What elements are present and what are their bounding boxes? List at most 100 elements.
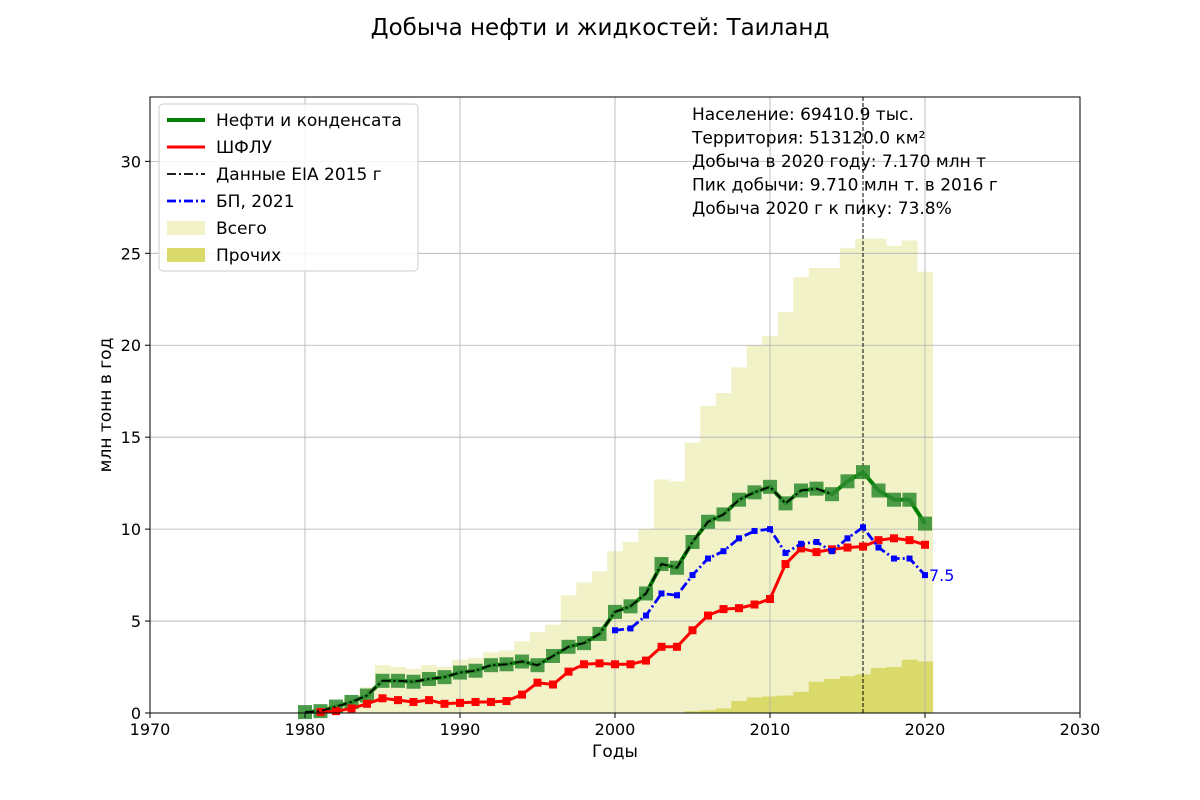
bar-other-2009: [746, 697, 763, 713]
series-point-шфлу-2019: [905, 536, 914, 545]
bar-other-2011: [777, 695, 794, 713]
series-point-шфлу-2013: [812, 548, 821, 557]
bar-other-2013: [808, 681, 825, 713]
series-point-нефти-и-конденсата-1986: [391, 673, 405, 688]
annotation-layer: 7.5: [929, 566, 954, 585]
info-line-2: Территория: 513120.0 км²: [691, 129, 925, 149]
series-point-шфлу-1992: [487, 697, 495, 706]
series-point-бп-2021-2015: [844, 535, 851, 542]
x-tick-label-2020: 2020: [905, 720, 946, 739]
series-point-шфлу-1983: [347, 704, 356, 713]
info-box: Население: 69410.9 тыс. Территория: 51312…: [691, 105, 998, 219]
bar-other-2012: [793, 691, 810, 713]
bar-other-2015: [839, 676, 856, 713]
bar-total-1996: [545, 624, 562, 713]
bar-total-1997: [560, 595, 577, 713]
legend-label-прочих: Прочих: [216, 246, 281, 266]
info-line-1: Население: 69410.9 тыс.: [692, 105, 914, 125]
series-point-нефти-и-конденсата-2010: [763, 479, 777, 494]
x-tick-label-1990: 1990: [440, 720, 481, 739]
info-line-5: Добыча 2020 г к пику: 73.8%: [692, 199, 952, 219]
series-point-шфлу-2004: [673, 642, 681, 651]
bar-other-2014: [824, 678, 841, 713]
series-point-бп-2021-2011: [782, 550, 789, 557]
series-point-шфлу-2001: [626, 660, 635, 669]
series-point-бп-2021-2008: [736, 535, 742, 542]
y-tick-label-0: 0: [131, 704, 141, 723]
bar-total-1995: [529, 632, 546, 713]
x-tick-label-2000: 2000: [595, 720, 636, 739]
bar-other-2018: [886, 667, 903, 713]
series-point-шфлу-2010: [766, 594, 774, 603]
y-tick-label-30: 30: [121, 152, 141, 171]
bar-other-2019: [901, 659, 918, 713]
series-point-шфлу-2018: [890, 534, 898, 543]
series-point-шфлу-2020: [921, 540, 929, 549]
series-point-бп-2021-2018: [891, 555, 897, 562]
legend-label-всего: Всего: [216, 219, 267, 239]
series-point-бп-2021-2010: [767, 526, 773, 533]
legend-swatch-всего: [167, 221, 205, 235]
series-point-шфлу-2016: [859, 542, 867, 551]
series-line-шфлу: [320, 536, 926, 714]
series-point-шфлу-1995: [533, 678, 542, 687]
series-point-бп-2021-2001: [627, 625, 634, 632]
series-point-нефти-и-конденсата-2017: [871, 483, 886, 498]
y-tick-label-25: 25: [121, 244, 141, 263]
series-point-бп-2021-2016: [860, 524, 866, 531]
series-point-шфлу-2003: [657, 642, 666, 651]
series-point-нефти-и-конденсата-2020: [918, 516, 932, 531]
legend-label-данные-eia-2015-г: Данные EIA 2015 г: [216, 165, 382, 185]
series-point-бп-2021-2003: [658, 590, 665, 597]
series-point-шфлу-2006: [704, 611, 712, 620]
series-point-шфлу-1986: [394, 696, 402, 705]
y-tick-label-20: 20: [121, 336, 141, 355]
legend-swatch-прочих: [167, 248, 205, 262]
series-point-нефти-и-конденсата-2018: [887, 492, 901, 507]
series-point-шфлу-2015: [843, 543, 852, 552]
series-point-шфлу-2000: [611, 660, 619, 669]
series-point-нефти-и-конденсата-2015: [840, 474, 855, 489]
bar-total-1985: [374, 665, 391, 713]
y-tick-label-5: 5: [131, 612, 141, 631]
y-axis-label: млн тонн в год: [96, 338, 116, 473]
series-layer: [298, 465, 932, 720]
series-point-нефти-и-конденсата-1990: [453, 665, 467, 680]
series-point-шфлу-1988: [425, 696, 433, 705]
x-axis-label: Годы: [592, 742, 638, 762]
series-point-шфлу-1990: [456, 698, 464, 707]
bar-total-2011: [777, 312, 794, 713]
series-point-шфлу-1997: [564, 667, 573, 676]
series-point-шфлу-1998: [580, 660, 588, 669]
bar-total-2018: [886, 245, 903, 713]
axes-layer: 1970 1980 1990 2000 2010 2020 2030 0 5 10 15 20 25 30: [121, 152, 1101, 739]
series-point-шфлу-2012: [797, 544, 805, 553]
series-line-данные-eia-2015-г: [304, 485, 833, 713]
series-point-шфлу-1984: [363, 699, 371, 708]
series-point-шфлу-2011: [781, 560, 790, 569]
series-point-шфлу-1989: [440, 699, 449, 708]
series-point-бп-2021-2004: [674, 592, 680, 599]
chart-title: Добыча нефти и жидкостей: Таиланд: [371, 15, 830, 41]
x-tick-label-2030: 2030: [1060, 720, 1101, 739]
series-point-бп-2021-2006: [705, 555, 711, 562]
series-point-нефти-и-конденсата-2009: [747, 485, 762, 500]
series-point-шфлу-1996: [549, 680, 557, 689]
series-point-бп-2021-2017: [875, 544, 882, 551]
bar-other-2008: [731, 701, 748, 713]
bar-total-1999: [591, 571, 608, 713]
series-point-нефти-и-конденсата-1991: [468, 663, 483, 678]
series-point-шфлу-2017: [874, 536, 883, 545]
legend: Нефти и конденсата ШФЛУ Данные EIA 2015 г Б…: [158, 103, 419, 272]
series-point-шфлу-1993: [502, 697, 511, 706]
x-tick-label-2010: 2010: [750, 720, 791, 739]
series-point-шфлу-1994: [518, 690, 526, 699]
legend-label-нефти-и-конденсата: Нефти и конденсата: [216, 111, 402, 131]
info-line-3: Добыча в 2020 году: 7.170 млн т: [692, 152, 986, 172]
bar-other-2017: [870, 667, 887, 713]
series-point-бп-2021-2007: [720, 548, 727, 555]
series-point-бп-2021-2012: [798, 540, 804, 547]
legend-label-шфлу: ШФЛУ: [216, 138, 273, 158]
series-point-шфлу-1985: [378, 694, 387, 703]
